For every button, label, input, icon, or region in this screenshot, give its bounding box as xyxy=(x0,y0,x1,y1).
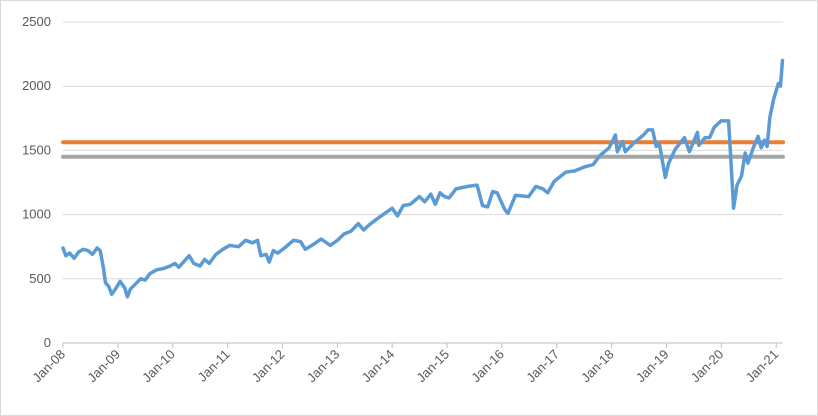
x-tick-label: Jan-17 xyxy=(523,347,562,386)
x-tick-label: Jan-13 xyxy=(304,347,343,386)
x-tick-label: Jan-10 xyxy=(139,347,178,386)
x-tick-label: Jan-09 xyxy=(84,347,123,386)
gridlines xyxy=(62,21,783,348)
y-tick-label: 1000 xyxy=(22,207,51,222)
y-axis-tick-labels: 0 500 1000 1500 2000 2500 xyxy=(22,14,51,350)
x-tick-label: Jan-15 xyxy=(413,347,452,386)
x-tick-label: Jan-21 xyxy=(743,347,782,386)
y-tick-label: 0 xyxy=(44,335,51,350)
x-tick-label: Jan-18 xyxy=(578,347,617,386)
y-tick-label: 2000 xyxy=(22,78,51,93)
x-tick-label: Jan-08 xyxy=(29,347,68,386)
y-tick-label: 1500 xyxy=(22,142,51,157)
x-tick-label: Jan-16 xyxy=(468,347,507,386)
x-tick-label: Jan-14 xyxy=(359,347,398,386)
x-axis-tick-labels: Jan-08 Jan-09 Jan-10 Jan-11 Jan-12 Jan-13 Jan-… xyxy=(29,347,781,386)
index-series-line xyxy=(61,58,785,299)
y-tick-label: 500 xyxy=(29,271,51,286)
x-tick-label: Jan-11 xyxy=(195,347,233,385)
series-lines xyxy=(61,58,785,299)
x-tick-label: Jan-20 xyxy=(688,347,727,386)
y-tick-label: 2500 xyxy=(22,14,51,29)
x-tick-label: Jan-19 xyxy=(633,347,672,386)
x-tick-label: Jan-12 xyxy=(249,347,288,386)
